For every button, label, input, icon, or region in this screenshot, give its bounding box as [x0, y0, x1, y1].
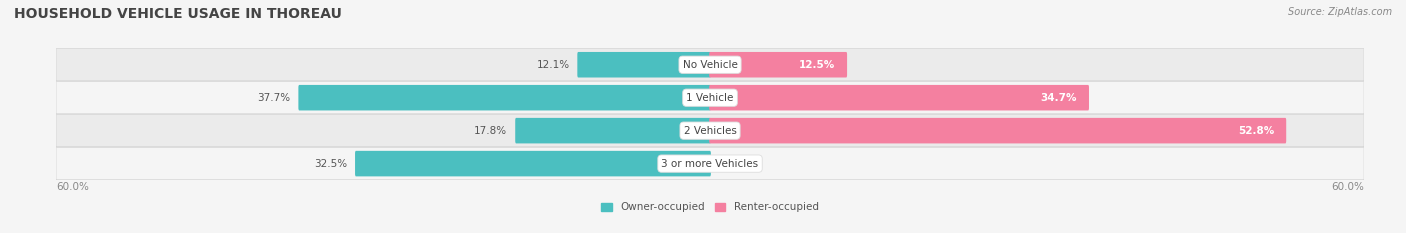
Text: Source: ZipAtlas.com: Source: ZipAtlas.com — [1288, 7, 1392, 17]
Text: 0.0%: 0.0% — [718, 159, 745, 169]
FancyBboxPatch shape — [578, 52, 711, 78]
FancyBboxPatch shape — [56, 82, 1364, 114]
FancyBboxPatch shape — [298, 85, 711, 110]
FancyBboxPatch shape — [56, 147, 1364, 180]
Text: 60.0%: 60.0% — [1331, 182, 1364, 192]
Text: 52.8%: 52.8% — [1239, 126, 1274, 136]
FancyBboxPatch shape — [356, 151, 711, 176]
Text: 17.8%: 17.8% — [474, 126, 508, 136]
Text: 1 Vehicle: 1 Vehicle — [686, 93, 734, 103]
FancyBboxPatch shape — [56, 115, 1364, 147]
FancyBboxPatch shape — [515, 118, 711, 144]
Text: 12.5%: 12.5% — [799, 60, 835, 70]
Text: 2 Vehicles: 2 Vehicles — [683, 126, 737, 136]
Text: 32.5%: 32.5% — [314, 159, 347, 169]
FancyBboxPatch shape — [56, 49, 1364, 81]
Text: HOUSEHOLD VEHICLE USAGE IN THOREAU: HOUSEHOLD VEHICLE USAGE IN THOREAU — [14, 7, 342, 21]
FancyBboxPatch shape — [709, 118, 1286, 144]
Text: No Vehicle: No Vehicle — [682, 60, 738, 70]
FancyBboxPatch shape — [709, 85, 1090, 110]
Text: 60.0%: 60.0% — [56, 182, 89, 192]
Text: 34.7%: 34.7% — [1040, 93, 1077, 103]
Text: 12.1%: 12.1% — [536, 60, 569, 70]
Legend: Owner-occupied, Renter-occupied: Owner-occupied, Renter-occupied — [599, 200, 821, 214]
Text: 37.7%: 37.7% — [257, 93, 291, 103]
Text: 3 or more Vehicles: 3 or more Vehicles — [661, 159, 759, 169]
FancyBboxPatch shape — [709, 52, 846, 78]
